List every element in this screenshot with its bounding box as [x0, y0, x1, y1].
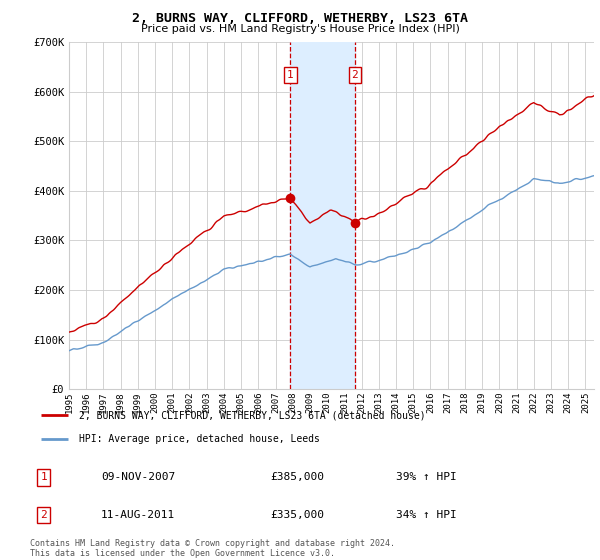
- Text: £335,000: £335,000: [270, 510, 324, 520]
- Text: 09-NOV-2007: 09-NOV-2007: [101, 473, 175, 482]
- Text: 39% ↑ HPI: 39% ↑ HPI: [396, 473, 457, 482]
- Text: Contains HM Land Registry data © Crown copyright and database right 2024.
This d: Contains HM Land Registry data © Crown c…: [30, 539, 395, 558]
- Text: £385,000: £385,000: [270, 473, 324, 482]
- Text: 1: 1: [287, 70, 294, 80]
- Bar: [290, 42, 355, 389]
- Text: 34% ↑ HPI: 34% ↑ HPI: [396, 510, 457, 520]
- Text: HPI: Average price, detached house, Leeds: HPI: Average price, detached house, Leed…: [79, 434, 320, 444]
- Text: 1: 1: [40, 473, 47, 482]
- Text: 2: 2: [352, 70, 358, 80]
- Text: 2: 2: [40, 510, 47, 520]
- Text: 2, BURNS WAY, CLIFFORD, WETHERBY, LS23 6TA (detached house): 2, BURNS WAY, CLIFFORD, WETHERBY, LS23 6…: [79, 410, 426, 420]
- Text: Price paid vs. HM Land Registry's House Price Index (HPI): Price paid vs. HM Land Registry's House …: [140, 24, 460, 34]
- Text: 2, BURNS WAY, CLIFFORD, WETHERBY, LS23 6TA: 2, BURNS WAY, CLIFFORD, WETHERBY, LS23 6…: [132, 12, 468, 25]
- Text: 11-AUG-2011: 11-AUG-2011: [101, 510, 175, 520]
